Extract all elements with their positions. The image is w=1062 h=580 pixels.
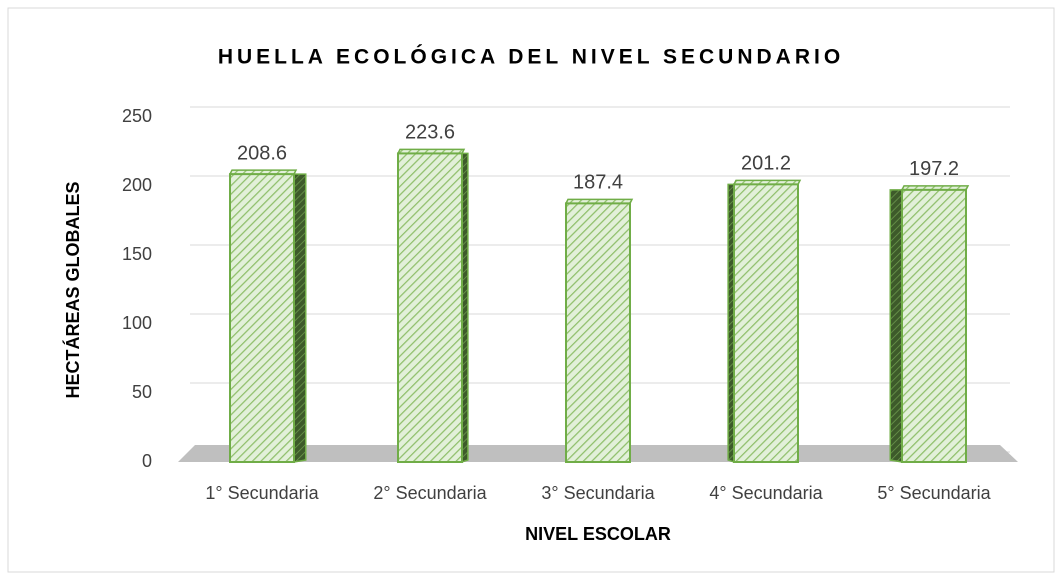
y-tick-label: 150 (122, 244, 152, 264)
bar (733, 183, 799, 463)
data-label: 201.2 (741, 153, 791, 175)
y-tick-label: 100 (122, 313, 152, 333)
bar-side (293, 173, 307, 463)
x-tick-label: 2° Secundaria (373, 483, 487, 503)
bar (901, 188, 967, 463)
x-tick-label: 3° Secundaria (541, 483, 655, 503)
x-tick-label: 4° Secundaria (709, 483, 823, 503)
y-tick-label: 50 (132, 382, 152, 402)
y-tick-label: 200 (122, 175, 152, 195)
y-tick-label: 250 (122, 106, 152, 126)
data-label: 197.2 (909, 158, 959, 180)
chart-border (7, 7, 1055, 573)
bar-side (889, 189, 903, 463)
chart-title: HUELLA ECOLÓGICA DEL NIVEL SECUNDARIO (218, 45, 844, 69)
data-label: 187.4 (573, 172, 623, 194)
x-tick-label: 1° Secundaria (205, 483, 319, 503)
x-axis-label: NIVEL ESCOLAR (525, 524, 671, 544)
data-label: 223.6 (405, 122, 455, 144)
bar (229, 173, 295, 464)
y-tick-label: 0 (142, 451, 152, 471)
x-tick-label: 5° Secundaria (877, 483, 991, 503)
bar (397, 152, 463, 463)
data-label: 208.6 (237, 142, 287, 164)
y-axis-label: HECTÁREAS GLOBALES (62, 181, 83, 398)
bar (565, 202, 631, 463)
